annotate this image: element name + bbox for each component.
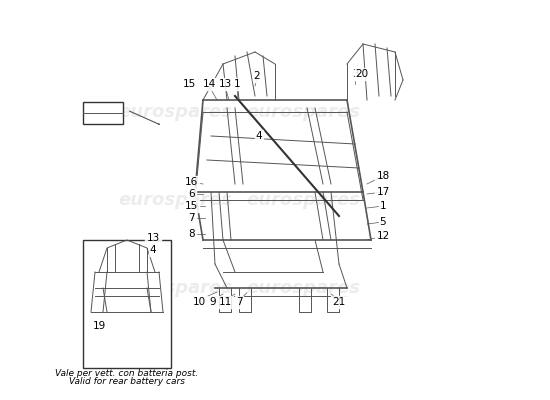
Text: Vale per vett. con batteria post.: Vale per vett. con batteria post. [56, 370, 199, 378]
Text: 2: 2 [254, 71, 260, 81]
Text: 12: 12 [376, 231, 389, 241]
FancyArrowPatch shape [130, 111, 159, 124]
Text: 14: 14 [202, 79, 216, 89]
Bar [83, 102, 123, 124]
Bar [83, 240, 171, 368]
Text: eurospares: eurospares [246, 103, 360, 121]
Text: eurospares: eurospares [118, 279, 232, 297]
Text: 5: 5 [379, 217, 386, 227]
Text: 13: 13 [218, 79, 232, 89]
Text: 21: 21 [332, 297, 345, 307]
Text: eurospares: eurospares [246, 279, 360, 297]
Text: 18: 18 [376, 171, 389, 181]
Text: 13: 13 [146, 233, 160, 243]
Text: 1: 1 [234, 79, 240, 89]
Text: 7: 7 [189, 213, 195, 223]
Text: eurospares: eurospares [118, 103, 232, 121]
Text: 7: 7 [236, 297, 243, 307]
Text: Valid for rear battery cars: Valid for rear battery cars [69, 378, 185, 386]
Text: eurospares: eurospares [246, 191, 360, 209]
Text: 4: 4 [256, 131, 262, 141]
Text: 16: 16 [184, 177, 197, 187]
Text: 3: 3 [351, 69, 358, 79]
Text: 19: 19 [92, 321, 106, 331]
Text: 17: 17 [376, 187, 389, 197]
Text: 6: 6 [189, 189, 195, 199]
Text: 10: 10 [192, 297, 206, 307]
Text: 1: 1 [379, 201, 386, 211]
Text: 15: 15 [183, 79, 196, 89]
Text: 9: 9 [210, 297, 216, 307]
Text: 8: 8 [189, 229, 195, 239]
Text: 4: 4 [150, 245, 156, 255]
Text: 15: 15 [185, 201, 199, 211]
Text: 11: 11 [218, 297, 232, 307]
Text: eurospares: eurospares [118, 191, 232, 209]
Text: 20: 20 [356, 69, 369, 79]
